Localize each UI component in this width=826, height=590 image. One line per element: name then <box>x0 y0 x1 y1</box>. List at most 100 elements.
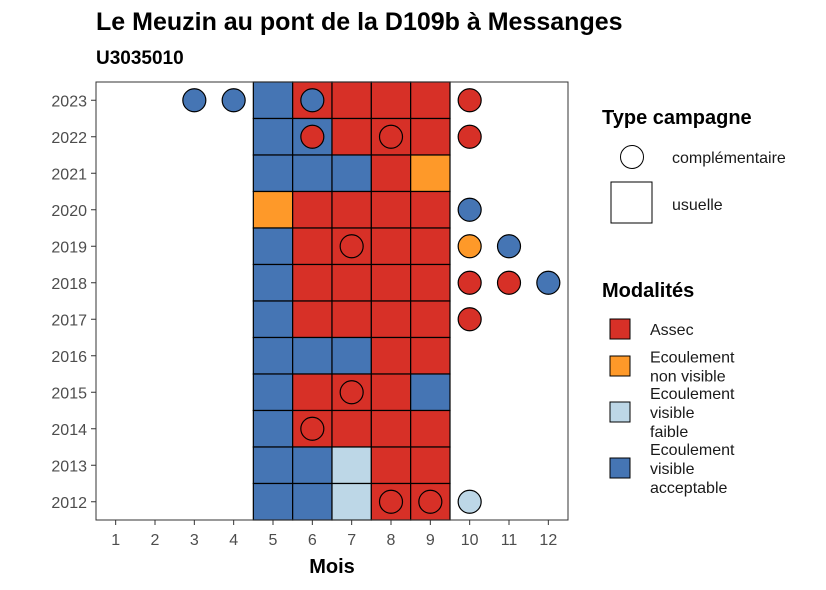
square-2012-6 <box>292 482 333 521</box>
legend-label-2-0: Ecoulement <box>650 386 735 403</box>
square-2014-7 <box>331 409 372 448</box>
circle-2022-8 <box>378 124 404 149</box>
square-2013-7 <box>331 446 372 485</box>
square-2016-8 <box>370 336 412 375</box>
circle-2012-8 <box>378 489 404 514</box>
circle-2019-10 <box>457 234 482 259</box>
square-2015-6 <box>292 373 333 412</box>
y-tick-label-2016: 2016 <box>51 349 87 366</box>
legend-label-1-1: non visible <box>650 369 726 386</box>
y-tick-label-2020: 2020 <box>51 203 87 220</box>
square-2020-9 <box>410 190 451 229</box>
legend-key-3 <box>609 457 631 479</box>
circle-2019-7 <box>339 234 364 259</box>
legend-campaign-label-usuelle: usuelle <box>672 197 723 214</box>
square-2019-8 <box>370 227 412 266</box>
square-2013-8 <box>370 446 412 485</box>
x-tick-label-11: 11 <box>501 532 518 549</box>
square-2012-7 <box>331 482 372 521</box>
y-tick-label-2022: 2022 <box>51 130 87 147</box>
plot-border <box>95 81 569 521</box>
x-tick-label-3: 3 <box>190 532 199 549</box>
square-2013-5 <box>252 446 294 485</box>
square-2021-7 <box>331 154 372 193</box>
plot-area <box>95 81 569 521</box>
square-2015-9 <box>410 373 451 412</box>
square-2016-9 <box>410 336 451 375</box>
square-2016-6 <box>292 336 333 375</box>
x-tick-label-5: 5 <box>269 532 278 549</box>
y-tick-label-2019: 2019 <box>51 239 87 256</box>
square-2019-5 <box>252 227 294 266</box>
square-2022-9 <box>410 117 451 156</box>
square-2023-5 <box>252 81 294 120</box>
chart-subtitle: U3035010 <box>96 48 184 69</box>
x-axis: 1 2 3 4 5 6 7 8 9 10 11 12 <box>111 520 557 549</box>
x-tick-label-6: 6 <box>308 532 317 549</box>
circle-2023-6 <box>300 88 325 113</box>
chart-title: Le Meuzin au pont de la D109b à Messange… <box>96 8 623 36</box>
square-2018-6 <box>292 263 333 302</box>
x-tick-label-12: 12 <box>539 532 557 549</box>
y-tick-label-2017: 2017 <box>51 312 87 329</box>
circle-2018-10 <box>457 270 482 295</box>
legend-label-1-0: Ecoulement <box>650 350 735 367</box>
square-2018-8 <box>370 263 412 302</box>
square-2012-5 <box>252 482 294 521</box>
circle-2023-10 <box>457 88 482 113</box>
x-tick-label-8: 8 <box>387 532 396 549</box>
y-tick-label-2018: 2018 <box>51 276 87 293</box>
circle-2018-11 <box>496 270 522 295</box>
circles-layer <box>182 88 561 514</box>
square-2013-6 <box>292 446 333 485</box>
square-2014-5 <box>252 409 294 448</box>
y-axis: 2012 2013 2014 2015 2016 2017 2018 2019 2020 2021… <box>51 93 96 512</box>
legend-campaign-title: Type campagne <box>602 107 752 129</box>
square-2017-9 <box>410 300 451 339</box>
legend-label-0-0: Assec <box>650 322 694 339</box>
legend-key-0 <box>609 318 631 340</box>
square-2023-7 <box>331 81 372 120</box>
x-tick-label-4: 4 <box>229 532 238 549</box>
square-2020-8 <box>370 190 412 229</box>
x-tick-label-1: 1 <box>111 532 120 549</box>
x-axis-title: Mois <box>309 556 355 578</box>
legend-key-2 <box>609 401 631 423</box>
square-2016-7 <box>331 336 372 375</box>
circle-2015-7 <box>339 380 364 405</box>
square-2021-9 <box>410 154 451 193</box>
squares-layer <box>252 81 451 521</box>
circle-2012-9 <box>418 489 443 514</box>
legend-label-3-2: acceptable <box>650 480 727 497</box>
square-2019-9 <box>410 227 451 266</box>
square-2019-6 <box>292 227 333 266</box>
y-tick-label-2013: 2013 <box>51 458 87 475</box>
legend-modalites-title: Modalités <box>602 280 694 302</box>
circle-2012-10 <box>457 489 482 514</box>
square-2015-8 <box>370 373 412 412</box>
square-2023-8 <box>370 81 412 120</box>
y-tick-label-2012: 2012 <box>51 495 87 512</box>
square-2020-5 <box>252 190 294 229</box>
square-2017-6 <box>292 300 333 339</box>
legend-campaign-label-complementaire: complémentaire <box>672 150 786 167</box>
square-2014-8 <box>370 409 412 448</box>
square-2018-5 <box>252 263 294 302</box>
circle-2017-10 <box>457 307 482 332</box>
y-tick-label-2021: 2021 <box>51 166 87 183</box>
circle-2019-11 <box>496 234 522 259</box>
legend-label-3-0: Ecoulement <box>650 442 735 459</box>
square-2013-9 <box>410 446 451 485</box>
circle-2022-10 <box>457 124 482 149</box>
square-2020-7 <box>331 190 372 229</box>
square-2021-6 <box>292 154 333 193</box>
x-tick-label-2: 2 <box>151 532 160 549</box>
x-tick-label-9: 9 <box>426 532 435 549</box>
square-2017-5 <box>252 300 294 339</box>
legend-key-1 <box>609 355 631 377</box>
square-2022-5 <box>252 117 294 156</box>
y-tick-label-2014: 2014 <box>51 422 87 439</box>
circle-2022-6 <box>300 124 325 149</box>
